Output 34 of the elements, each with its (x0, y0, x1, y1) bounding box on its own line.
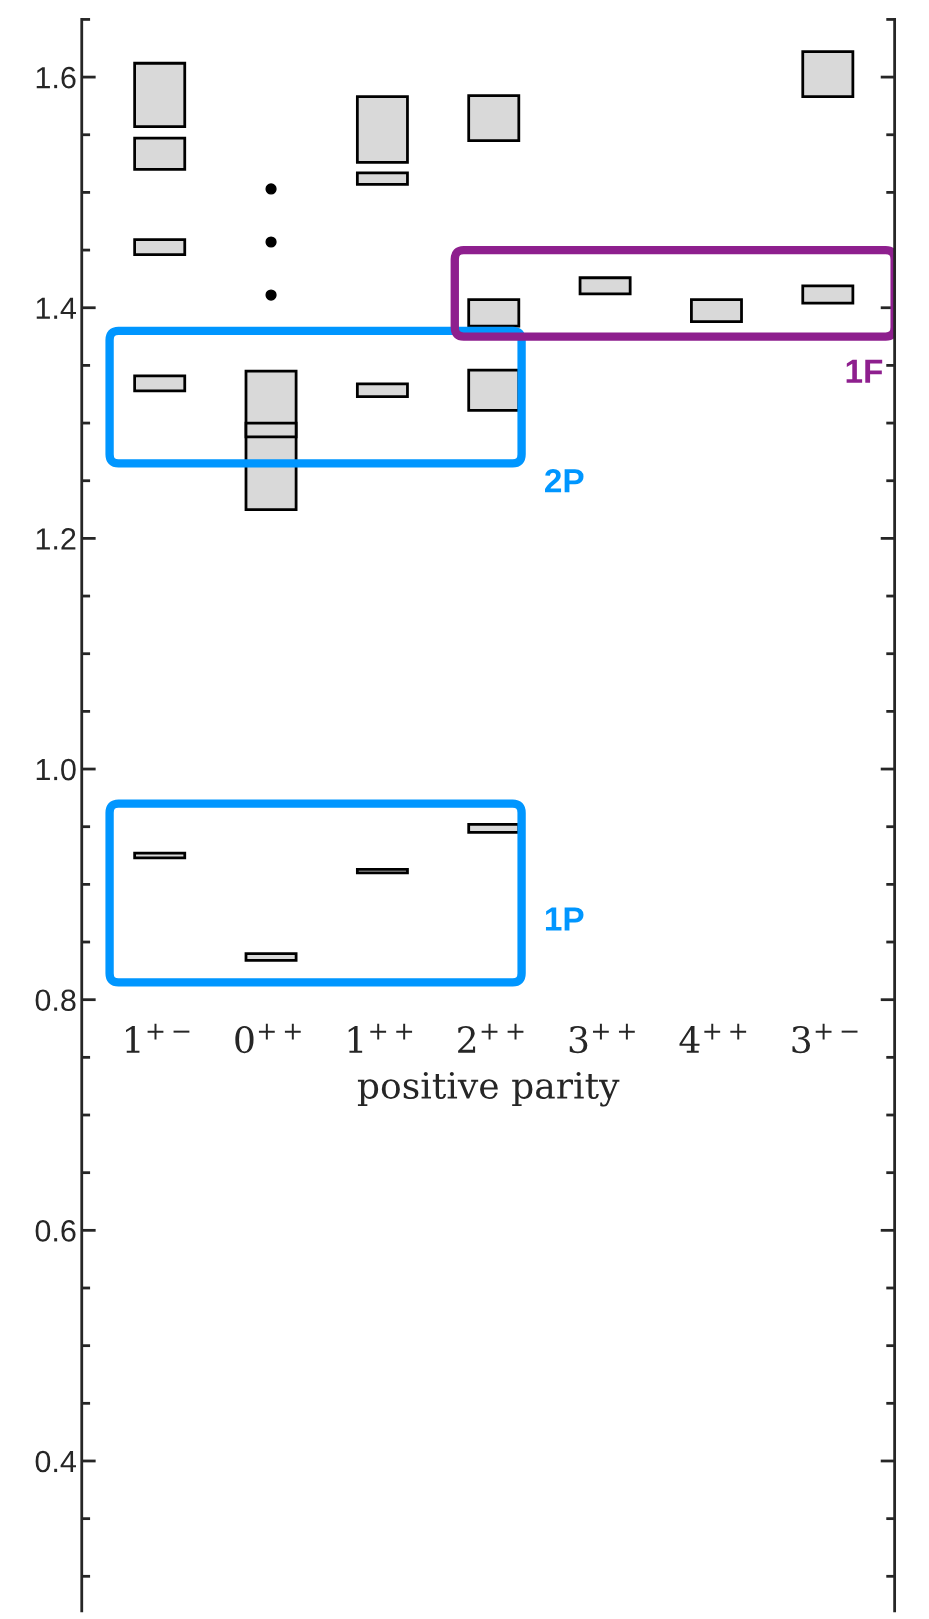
annotation: 1F (846, 359, 883, 383)
bar (133, 851, 187, 860)
x-tick-label: 1$^{++}$ (348, 1023, 413, 1053)
bar (355, 95, 409, 164)
bar (133, 238, 187, 257)
x-tick-label: 1$^{+−}$ (126, 1023, 190, 1053)
bar (801, 284, 855, 305)
x-tick-label: 2$^{++}$ (458, 1023, 524, 1053)
bar (801, 50, 855, 99)
bar (133, 374, 187, 393)
annotation: 2P (545, 468, 584, 493)
bar (244, 952, 298, 962)
bar (690, 298, 743, 323)
y-tick-label: 1.6 (36, 66, 76, 89)
x-tick-label: 3$^{++}$ (569, 1023, 635, 1054)
x-axis-title: positive parity (357, 1071, 620, 1107)
bar (355, 171, 409, 186)
y-tick-label: 0.4 (35, 1450, 76, 1473)
x-tick-label: 3$^{+−}$ (792, 1023, 858, 1054)
y-tick-label: 1.4 (36, 297, 76, 319)
x-tick-label: 0$^{++}$ (235, 1023, 301, 1054)
y-tick-label: 0.8 (35, 989, 76, 1012)
y-tick-label: 1.2 (36, 528, 76, 550)
bar (355, 867, 409, 875)
bar (133, 61, 187, 129)
x-tick-label: 4$^{++}$ (679, 1023, 747, 1053)
bar (133, 136, 187, 171)
bar (355, 382, 409, 398)
bar (467, 94, 521, 142)
bar (578, 276, 632, 296)
y-tick-label: 1.0 (36, 758, 76, 781)
y-tick-label: 0.6 (35, 1220, 76, 1242)
bar (467, 298, 521, 328)
annotation: 1P (545, 907, 584, 931)
